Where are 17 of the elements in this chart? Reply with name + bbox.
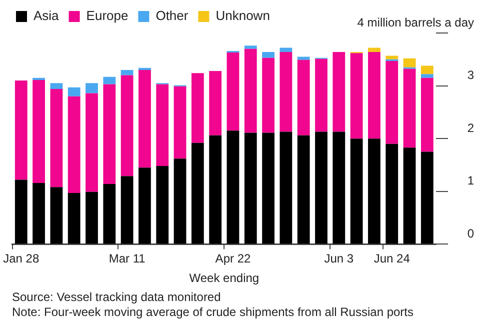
x-tick-label: Jun 24 bbox=[374, 252, 410, 266]
legend-label: Asia bbox=[34, 8, 60, 24]
x-tick-label: Apr 22 bbox=[215, 252, 251, 266]
legend-label: Other bbox=[156, 8, 189, 24]
text: Note: Four-week moving average of crude shipments from all Russian ports bbox=[12, 305, 415, 320]
y-tick-label: 1 bbox=[467, 174, 474, 188]
y-tick-label: 0 bbox=[467, 226, 474, 241]
x-tick-label: Mar 11 bbox=[108, 252, 146, 266]
legend-label: Europe bbox=[86, 8, 128, 24]
x-axis-title: Week ending bbox=[189, 271, 260, 286]
legend-label: Unknown bbox=[216, 8, 270, 24]
y-tick-label: 2 bbox=[467, 120, 474, 135]
x-tick-label: Jan 28 bbox=[3, 252, 40, 266]
x-tick-label: Jun 3 bbox=[324, 252, 354, 266]
y-tick-label: 3 bbox=[467, 68, 474, 82]
y-tick-label: 4 million barrels a day bbox=[357, 15, 474, 30]
source-note: Source: Vessel tracking data monitored bbox=[12, 290, 222, 305]
